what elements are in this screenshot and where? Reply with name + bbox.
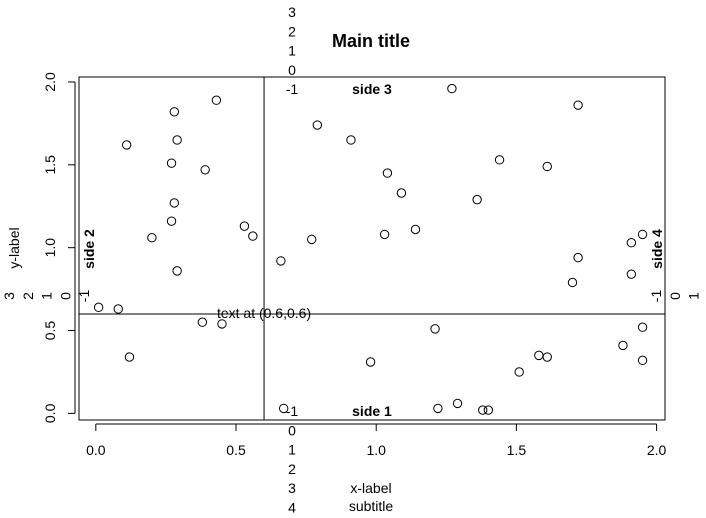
side-3-label: side 3 (352, 81, 392, 97)
data-point-29 (447, 83, 457, 94)
data-point-14 (217, 319, 227, 329)
data-point-31 (472, 194, 482, 205)
data-point-41 (573, 252, 583, 263)
data-point-8 (169, 198, 180, 208)
top-line-number: 0 (288, 62, 296, 78)
data-point-11 (197, 317, 208, 327)
x-axis-label: x-label (350, 480, 391, 496)
data-point-42 (618, 340, 628, 351)
data-point-3 (124, 352, 135, 362)
side-4-label: side 4 (649, 229, 665, 269)
left-margin-line-numbers: 3 2 1 0 -1 (1, 290, 92, 303)
data-point-1 (113, 304, 123, 314)
data-point-16 (248, 231, 258, 241)
data-point-33 (483, 405, 494, 415)
right-line-number: -1 (648, 290, 664, 303)
data-point-45 (637, 229, 648, 240)
bottom-line-number: 3 (288, 480, 296, 496)
data-point-32 (478, 405, 488, 415)
data-point-6 (166, 216, 177, 226)
data-point-46 (637, 355, 648, 366)
bottom-line-number: 1 (288, 442, 296, 458)
data-point-34 (494, 155, 505, 165)
y-axis: 0.0 0.5 1.0 1.5 2.0 (42, 72, 76, 423)
data-point-38 (542, 161, 552, 172)
data-point-40 (573, 100, 583, 110)
data-point-17 (276, 256, 286, 266)
side-2-label: side 2 (81, 229, 97, 269)
top-line-number: 1 (288, 43, 296, 59)
y-tick-label: 0.5 (42, 321, 58, 341)
y-axis-label: y-label (6, 227, 22, 268)
bottom-margin-line-numbers: -1 0 1 2 3 4 (286, 403, 299, 516)
data-point-20 (312, 120, 323, 130)
top-line-number: 3 (288, 4, 296, 20)
side-1-label: side 1 (352, 403, 392, 419)
data-point-21 (346, 135, 356, 145)
left-line-number: 2 (20, 292, 36, 300)
data-point-36 (534, 350, 544, 361)
data-point-30 (452, 398, 463, 409)
x-tick-label: 2.0 (647, 442, 667, 458)
data-point-25 (396, 188, 407, 198)
top-line-number: -1 (286, 81, 299, 97)
right-line-number: 1 (686, 292, 702, 300)
data-point-27 (430, 324, 440, 334)
left-line-number: -1 (76, 290, 92, 303)
chart-subtitle: subtitle (349, 498, 394, 514)
left-line-number: 0 (57, 292, 73, 300)
data-point-18 (278, 403, 289, 414)
point-annotation: text at (0.6,0.6) (217, 305, 311, 321)
right-line-number: 0 (667, 292, 683, 300)
data-point-35 (514, 367, 524, 377)
data-point-0 (93, 302, 104, 313)
data-point-12 (200, 165, 210, 175)
data-point-9 (172, 135, 182, 145)
y-tick-label: 1.5 (42, 155, 58, 175)
data-point-2 (121, 140, 132, 150)
data-point-10 (172, 266, 182, 276)
x-tick-label: 0.0 (86, 442, 106, 458)
data-point-47 (637, 322, 648, 332)
plot-frame (78, 76, 666, 421)
y-tick-label: 0.0 (42, 403, 58, 423)
left-line-number: 3 (1, 292, 17, 300)
bottom-line-number: 4 (288, 500, 296, 516)
data-point-23 (379, 229, 390, 240)
x-tick-label: 0.5 (226, 442, 246, 458)
data-point-15 (239, 221, 250, 231)
bottom-line-number: 0 (288, 422, 296, 438)
data-point-4 (147, 233, 157, 243)
data-point-44 (626, 269, 637, 279)
data-points (93, 83, 648, 415)
data-point-19 (307, 234, 317, 245)
data-point-5 (166, 158, 177, 168)
x-tick-label: 1.5 (507, 442, 527, 458)
left-line-number: 1 (39, 292, 55, 300)
data-point-39 (567, 277, 578, 288)
data-point-28 (433, 403, 443, 414)
bottom-line-number: 2 (288, 461, 296, 477)
top-margin-line-numbers: 3 2 1 0 -1 (286, 4, 299, 97)
top-line-number: 2 (288, 23, 296, 39)
x-tick-label: 1.0 (366, 442, 386, 458)
bottom-line-number: -1 (286, 403, 299, 419)
y-tick-label: 2.0 (42, 72, 58, 92)
data-point-26 (410, 224, 421, 235)
y-tick-label: 1.0 (42, 238, 58, 258)
data-point-37 (542, 352, 552, 362)
right-margin-line-numbers: -1 0 1 (648, 290, 702, 303)
data-point-7 (169, 107, 180, 117)
chart-title: Main title (332, 31, 410, 51)
data-point-24 (382, 168, 393, 178)
data-point-22 (365, 357, 376, 367)
data-point-13 (211, 95, 222, 105)
data-point-43 (626, 238, 637, 248)
x-axis: 0.0 0.5 1.0 1.5 2.0 (86, 423, 667, 458)
